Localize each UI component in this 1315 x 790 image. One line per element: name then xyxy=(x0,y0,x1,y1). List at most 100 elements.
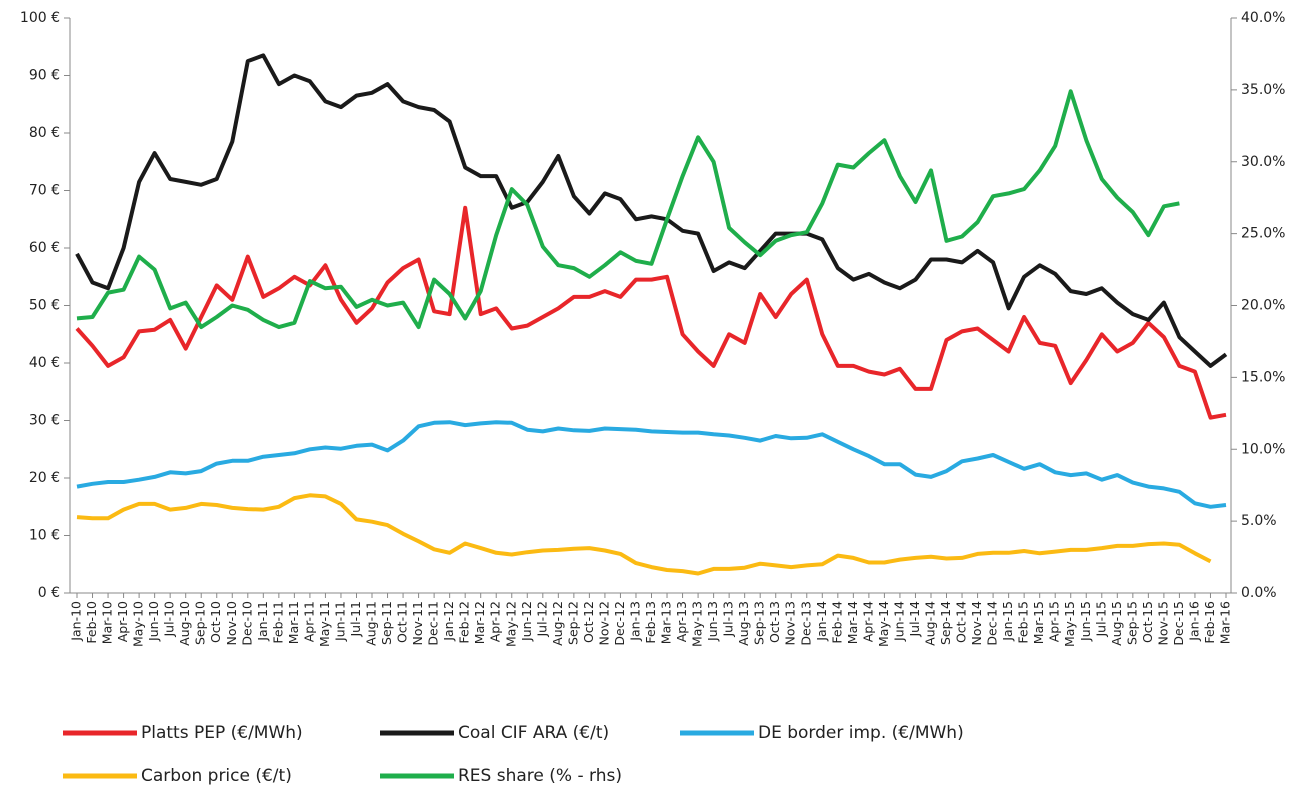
x-tick-label: Dec-15 xyxy=(1171,601,1186,646)
x-tick-label: Mar-16 xyxy=(1218,601,1233,644)
x-tick-label: Nov-11 xyxy=(410,601,425,645)
x-tick-label: Jun-15 xyxy=(1078,601,1093,642)
y-tick-label: 80 € xyxy=(29,125,60,141)
x-tick-label: Aug-12 xyxy=(550,601,565,646)
x-tick-label: Apr-10 xyxy=(115,601,130,642)
x-tick-label: Mar-14 xyxy=(845,601,860,644)
x-tick-label: Jun-13 xyxy=(705,601,720,642)
series-line xyxy=(75,205,1227,420)
legend-label: DE border imp. (€/MWh) xyxy=(758,723,964,743)
y2-tick-label: 35.0% xyxy=(1241,82,1285,98)
x-tick-label: Feb-13 xyxy=(643,601,658,644)
x-tick-label: Jan-10 xyxy=(69,601,84,642)
x-tick-label: Nov-10 xyxy=(224,601,239,646)
x-tick-label: Dec-14 xyxy=(985,601,1000,646)
x-tick-label: Aug-11 xyxy=(364,601,379,646)
x-tick-label: Oct-15 xyxy=(1140,601,1155,643)
x-tick-label: Aug-13 xyxy=(736,601,751,646)
y-tick-label: 100 € xyxy=(20,10,60,26)
x-tick-label: Oct-11 xyxy=(395,601,410,643)
x-tick-label: Dec-10 xyxy=(239,601,254,646)
y-tick-label: 40 € xyxy=(29,355,60,371)
x-tick-label: Jun-11 xyxy=(332,601,347,642)
x-tick-label: Aug-14 xyxy=(922,601,937,646)
x-tick-label: Jul-14 xyxy=(907,601,922,638)
y2-tick-label: 30.0% xyxy=(1241,154,1285,170)
x-tick-label: Nov-12 xyxy=(596,601,611,645)
y2-tick-label: 5.0% xyxy=(1241,513,1277,529)
y2-tick-label: 0.0% xyxy=(1241,585,1277,601)
x-tick-label: Sep-14 xyxy=(938,601,953,645)
x-tick-label: Oct-10 xyxy=(208,601,223,643)
series-line xyxy=(75,53,1228,368)
x-tick-label: Sep-10 xyxy=(193,601,208,645)
x-tick-label: Feb-11 xyxy=(270,601,285,644)
x-tick-label: Jun-12 xyxy=(519,601,534,642)
x-tick-label: Feb-15 xyxy=(1016,601,1031,644)
x-tick-label: Sep-13 xyxy=(752,601,767,645)
x-tick-label: Nov-15 xyxy=(1155,601,1170,645)
x-tick-label: Dec-11 xyxy=(426,601,441,646)
x-tick-label: Oct-14 xyxy=(954,601,969,643)
x-tick-label: May-10 xyxy=(131,601,146,647)
x-tick-label: Feb-10 xyxy=(84,601,99,644)
x-tick-label: Mar-15 xyxy=(1031,601,1046,644)
y-tick-label: 10 € xyxy=(29,528,60,544)
x-tick-label: Mar-13 xyxy=(659,601,674,644)
x-tick-label: May-13 xyxy=(690,601,705,647)
x-tick-label: Jul-10 xyxy=(162,601,177,638)
series-line xyxy=(76,420,1227,509)
x-tick-label: Feb-16 xyxy=(1202,601,1217,644)
x-tick-label: Apr-15 xyxy=(1047,601,1062,642)
legend-label: Carbon price (€/t) xyxy=(141,766,292,786)
y2-tick-label: 25.0% xyxy=(1241,226,1285,242)
x-tick-label: Sep-11 xyxy=(379,601,394,645)
y-tick-label: 50 € xyxy=(29,298,60,314)
x-tick-label: Dec-12 xyxy=(612,601,627,646)
x-tick-label: Jan-12 xyxy=(441,601,456,642)
y2-tick-label: 40.0% xyxy=(1241,10,1285,26)
x-tick-label: Sep-15 xyxy=(1124,601,1139,645)
x-tick-label: Mar-10 xyxy=(100,601,115,644)
x-tick-label: Sep-12 xyxy=(565,601,580,645)
x-tick-label: Feb-14 xyxy=(829,601,844,644)
x-tick-label: Apr-11 xyxy=(301,601,316,642)
x-tick-label: Jan-15 xyxy=(1000,601,1015,642)
x-tick-label: Nov-14 xyxy=(969,601,984,646)
x-tick-label: Jan-13 xyxy=(627,601,642,642)
x-tick-label: Jan-14 xyxy=(814,601,829,642)
y2-tick-label: 20.0% xyxy=(1241,298,1285,314)
x-tick-label: Jul-15 xyxy=(1093,601,1108,638)
y-tick-label: 20 € xyxy=(29,470,60,486)
x-tick-label: Oct-13 xyxy=(767,601,782,643)
x-tick-label: Jun-10 xyxy=(146,601,161,642)
series-line xyxy=(76,493,1212,576)
x-tick-label: Mar-11 xyxy=(286,601,301,644)
x-tick-label: Jul-12 xyxy=(534,601,549,638)
x-tick-label: Oct-12 xyxy=(581,601,596,643)
y-tick-label: 60 € xyxy=(29,240,60,256)
legend-label: Platts PEP (€/MWh) xyxy=(141,723,303,743)
x-tick-label: Jan-11 xyxy=(255,601,270,642)
x-tick-label: May-15 xyxy=(1062,601,1077,647)
y-tick-label: 30 € xyxy=(29,413,60,429)
x-tick-label: Dec-13 xyxy=(798,601,813,646)
y-tick-label: 70 € xyxy=(29,183,60,199)
x-tick-label: Apr-14 xyxy=(860,601,875,642)
x-tick-label: Aug-10 xyxy=(177,601,192,646)
x-tick-label: May-14 xyxy=(876,601,891,647)
y2-tick-label: 10.0% xyxy=(1241,441,1285,457)
x-tick-label: Mar-12 xyxy=(472,601,487,644)
x-tick-label: Apr-13 xyxy=(674,601,689,642)
x-tick-label: Apr-12 xyxy=(488,601,503,642)
x-tick-label: Feb-12 xyxy=(457,601,472,644)
y-tick-label: 90 € xyxy=(29,68,60,84)
x-tick-label: Aug-15 xyxy=(1109,601,1124,646)
x-tick-label: May-11 xyxy=(317,601,332,647)
x-tick-label: Jun-14 xyxy=(891,601,906,642)
legend-label: Coal CIF ARA (€/t) xyxy=(458,723,609,743)
legend-label: RES share (% - rhs) xyxy=(458,766,622,786)
x-tick-label: Jul-13 xyxy=(721,601,736,638)
y-tick-label: 0 € xyxy=(38,585,60,601)
